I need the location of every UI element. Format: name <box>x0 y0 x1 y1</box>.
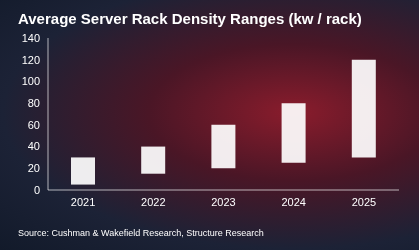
svg-text:2022: 2022 <box>141 196 165 208</box>
svg-text:60: 60 <box>28 119 40 131</box>
svg-text:100: 100 <box>22 75 40 87</box>
svg-text:2024: 2024 <box>281 196 305 208</box>
svg-text:2021: 2021 <box>71 196 95 208</box>
svg-text:80: 80 <box>28 97 40 109</box>
svg-text:140: 140 <box>22 32 40 44</box>
svg-text:0: 0 <box>34 184 40 196</box>
svg-text:40: 40 <box>28 140 40 152</box>
svg-text:120: 120 <box>22 54 40 66</box>
svg-text:20: 20 <box>28 162 40 174</box>
svg-text:2023: 2023 <box>211 196 235 208</box>
html-text:Source: Cushman & Wakefield Re: Source: Cushman & Wakefield Research, St… <box>18 228 264 238</box>
svg-text:2025: 2025 <box>352 196 376 208</box>
html-text:Average Server Rack Density Ra: Average Server Rack Density Ranges (kw /… <box>18 10 362 27</box>
